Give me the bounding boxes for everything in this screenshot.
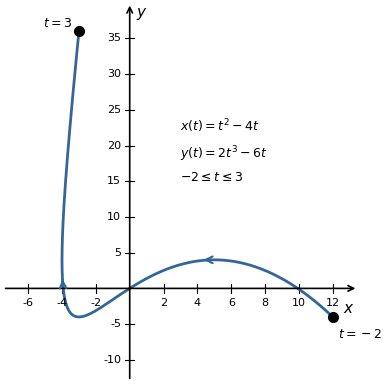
Text: $t = -2$: $t = -2$ bbox=[338, 328, 382, 341]
Text: -4: -4 bbox=[56, 298, 68, 308]
Text: 20: 20 bbox=[107, 141, 121, 151]
Text: $y$: $y$ bbox=[137, 7, 148, 22]
Text: 6: 6 bbox=[228, 298, 235, 308]
Text: -5: -5 bbox=[110, 319, 121, 329]
Text: 12: 12 bbox=[326, 298, 340, 308]
Text: $x(t) = t^2 - 4t$
$y(t) = 2t^3 - 6t$
$-2 \leq t \leq 3$: $x(t) = t^2 - 4t$ $y(t) = 2t^3 - 6t$ $-2… bbox=[180, 117, 268, 184]
Text: 8: 8 bbox=[262, 298, 268, 308]
Text: $t = 3$: $t = 3$ bbox=[43, 17, 72, 30]
Text: 15: 15 bbox=[107, 176, 121, 186]
Text: 4: 4 bbox=[194, 298, 201, 308]
Text: 5: 5 bbox=[114, 248, 121, 258]
Text: 10: 10 bbox=[292, 298, 306, 308]
Text: $x$: $x$ bbox=[343, 301, 355, 316]
Text: -2: -2 bbox=[90, 298, 101, 308]
Text: 10: 10 bbox=[107, 212, 121, 222]
Text: -10: -10 bbox=[103, 355, 121, 365]
Text: 30: 30 bbox=[107, 69, 121, 79]
Text: -6: -6 bbox=[23, 298, 34, 308]
Text: 35: 35 bbox=[107, 33, 121, 43]
Text: 25: 25 bbox=[107, 105, 121, 115]
Text: 2: 2 bbox=[160, 298, 167, 308]
